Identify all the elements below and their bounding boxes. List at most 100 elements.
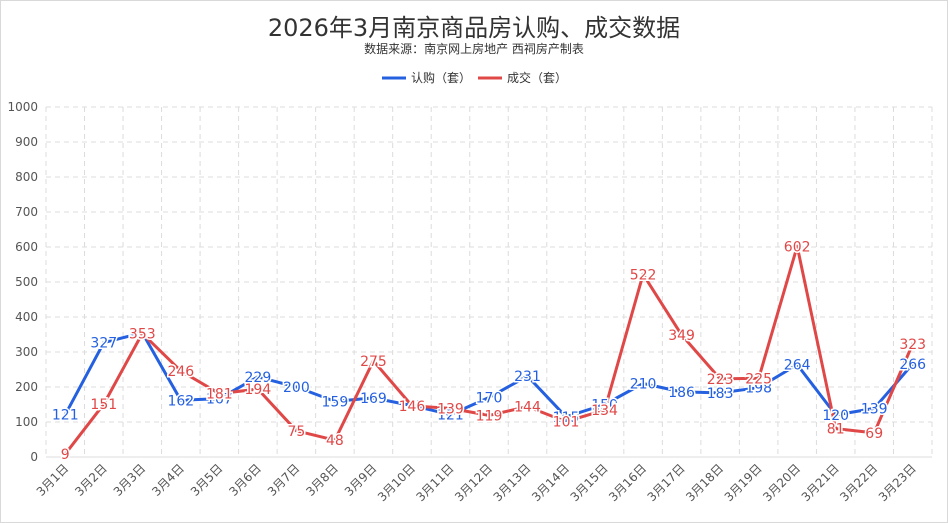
data-label: 246 (167, 364, 194, 380)
data-label: 48 (326, 433, 344, 449)
data-label: 162 (167, 393, 194, 409)
gridlines (45, 106, 933, 458)
y-tick-label: 100 (15, 415, 38, 429)
data-point (911, 342, 915, 346)
x-tick-label: 3月7日 (265, 461, 303, 499)
data-label: 139 (437, 401, 464, 417)
y-tick-label: 600 (15, 240, 38, 254)
y-tick-label: 200 (15, 380, 38, 394)
x-tick-label: 3月23日 (876, 461, 919, 504)
chart-title: 2026年3月南京商品房认购、成交数据 (267, 14, 681, 42)
data-label: 150 (591, 398, 618, 414)
data-point (333, 399, 337, 403)
data-point (795, 244, 799, 248)
x-tick-label: 3月19日 (722, 461, 765, 504)
y-tick-label: 700 (15, 205, 38, 219)
data-label: 159 (322, 394, 349, 410)
x-tick-label: 3月22日 (837, 461, 880, 504)
data-label: 120 (822, 408, 849, 424)
data-point (834, 413, 838, 417)
x-tick-label: 3月16日 (606, 461, 649, 504)
data-point (564, 415, 568, 419)
y-axis: 0 100 200 300 400 500 600 700 800 900 1000 (7, 100, 38, 464)
x-axis: 3月1日 3月2日 3月3日 3月4日 3月5日 3月6日 3月7日 3月8日 3月9日3月10… (34, 461, 919, 504)
x-tick-label: 3月13日 (491, 461, 534, 504)
y-tick-label: 0 (30, 450, 38, 464)
x-tick-label: 3月20日 (760, 461, 803, 504)
y-tick-label: 1000 (7, 100, 38, 114)
data-label: 355 (129, 326, 156, 342)
data-label: 81 (827, 422, 845, 438)
data-point (179, 398, 183, 402)
x-tick-label: 3月21日 (799, 461, 842, 504)
data-label: 602 (784, 239, 811, 255)
data-point (795, 363, 799, 367)
data-label: 323 (899, 337, 926, 353)
data-label: 225 (745, 371, 772, 387)
x-tick-label: 3月15日 (568, 461, 611, 504)
x-tick-label: 3月5日 (188, 461, 226, 499)
data-label: 198 (745, 381, 772, 397)
data-point (102, 402, 106, 406)
data-labels: 121 327 355 162 167 229 200 159 169 147 121 170 231 1… (50, 238, 927, 465)
data-point (680, 390, 684, 394)
y-tick-label: 500 (15, 275, 38, 289)
data-label: 119 (476, 408, 503, 424)
x-tick-label: 3月18日 (683, 461, 726, 504)
data-point (371, 359, 375, 363)
data-point (63, 413, 67, 417)
data-point (256, 375, 260, 379)
x-tick-label: 3月11日 (414, 461, 457, 504)
legend-label-subscription: 认购（套） (411, 70, 471, 85)
x-tick-label: 3月1日 (34, 461, 72, 499)
data-point (564, 420, 568, 424)
data-point (757, 376, 761, 380)
data-label: 115 (553, 410, 580, 426)
data-point (718, 377, 722, 381)
data-point (371, 396, 375, 400)
y-tick-label: 300 (15, 345, 38, 359)
data-point (333, 438, 337, 442)
data-point (872, 431, 876, 435)
data-label: 210 (630, 377, 657, 393)
data-label: 194 (245, 382, 272, 398)
x-tick-label: 3月12日 (452, 461, 495, 504)
data-point (63, 452, 67, 456)
data-point (294, 429, 298, 433)
x-tick-label: 3月6日 (226, 461, 264, 499)
data-point (487, 413, 491, 417)
data-point (603, 408, 607, 412)
data-label: 9 (61, 447, 70, 463)
data-label: 522 (630, 267, 657, 283)
data-label: 121 (52, 408, 79, 424)
data-label: 146 (399, 399, 426, 415)
data-point (872, 406, 876, 410)
data-label: 101 (553, 415, 580, 431)
data-point (102, 341, 106, 345)
data-label: 170 (476, 391, 503, 407)
x-tick-label: 3月9日 (342, 461, 380, 499)
data-point (680, 333, 684, 337)
data-label: 229 (245, 370, 272, 386)
chart-subtitle: 数据来源：南京网上房地产 西祠房产制表 (364, 42, 584, 56)
series (63, 244, 915, 456)
data-point (718, 391, 722, 395)
x-tick-label: 3月14日 (529, 461, 572, 504)
data-label: 353 (129, 326, 156, 342)
y-tick-label: 800 (15, 170, 38, 184)
data-label: 147 (399, 399, 426, 415)
y-tick-label: 400 (15, 310, 38, 324)
data-point (911, 362, 915, 366)
data-label: 134 (591, 403, 618, 419)
data-label: 231 (514, 369, 541, 385)
data-point (487, 396, 491, 399)
x-tick-label: 3月8日 (303, 461, 341, 499)
data-label: 186 (668, 385, 695, 401)
data-point (448, 413, 452, 417)
data-label: 69 (865, 426, 883, 442)
data-label: 75 (287, 424, 305, 440)
data-label: 183 (707, 386, 734, 402)
data-label: 266 (899, 357, 926, 373)
data-point (217, 392, 221, 396)
